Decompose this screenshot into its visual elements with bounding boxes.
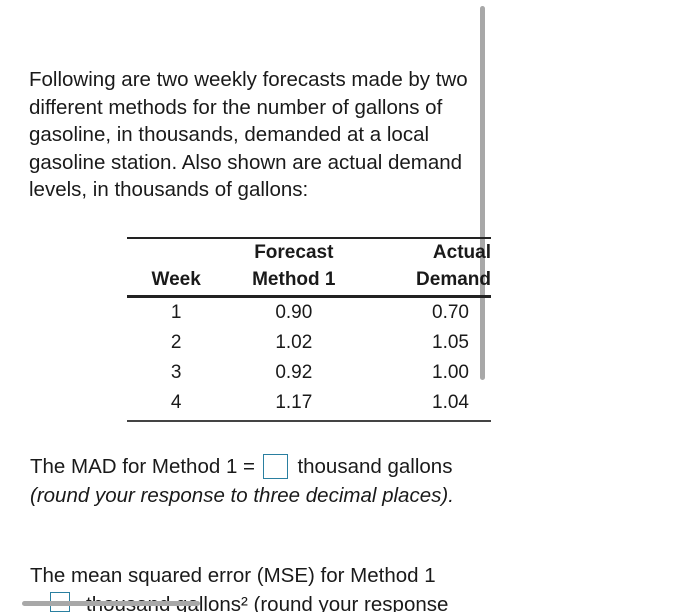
mad-suffix: thousand gallons bbox=[297, 455, 453, 478]
mad-prefix: The MAD for Method 1 = bbox=[30, 455, 256, 478]
header-actual-top: Actual bbox=[362, 237, 491, 266]
cell-actual: 0.70 bbox=[432, 302, 469, 323]
cell-actual: 1.04 bbox=[362, 388, 491, 422]
header-actual-bottom: Demand bbox=[362, 266, 491, 298]
forecast-table: Forecast Actual Week Method 1 Demand 1 0… bbox=[127, 237, 491, 422]
cell-week: 3 bbox=[170, 362, 182, 383]
table-row: 2 1.02 1.05 bbox=[127, 328, 491, 358]
horizontal-scrollbar[interactable] bbox=[22, 601, 200, 606]
cell-forecast: 1.02 bbox=[275, 332, 313, 353]
header-week: Week bbox=[127, 266, 226, 298]
mad-rounding-note: (round your response to three decimal pl… bbox=[30, 483, 454, 507]
cell-forecast: 0.90 bbox=[275, 302, 313, 323]
cell-forecast: 1.17 bbox=[225, 388, 363, 422]
cell-actual: 1.05 bbox=[432, 332, 469, 353]
cell-actual: 1.00 bbox=[432, 362, 469, 383]
header-week-spacer bbox=[127, 237, 226, 266]
mse-question: The mean squared error (MSE) for Method … bbox=[30, 562, 500, 590]
vertical-scrollbar[interactable] bbox=[480, 6, 485, 380]
header-forecast-top: Forecast bbox=[225, 237, 363, 266]
mad-question: The MAD for Method 1 = thousand gallons … bbox=[30, 453, 500, 509]
cell-week: 4 bbox=[127, 388, 226, 422]
table-row: 3 0.92 1.00 bbox=[127, 358, 491, 388]
header-forecast-bottom: Method 1 bbox=[225, 266, 363, 298]
problem-intro: Following are two weekly forecasts made … bbox=[29, 68, 468, 201]
table-row: 1 0.90 0.70 bbox=[127, 297, 491, 329]
cell-week: 1 bbox=[170, 302, 182, 323]
mse-cutoff-text: thousand gallons² (round your response bbox=[86, 594, 449, 612]
mad-answer-input[interactable] bbox=[262, 453, 288, 479]
cell-forecast: 0.92 bbox=[275, 362, 313, 383]
mse-prefix: The mean squared error (MSE) for Method … bbox=[30, 564, 436, 587]
cell-week: 2 bbox=[170, 332, 182, 353]
table-row: 4 1.17 1.04 bbox=[127, 388, 491, 422]
